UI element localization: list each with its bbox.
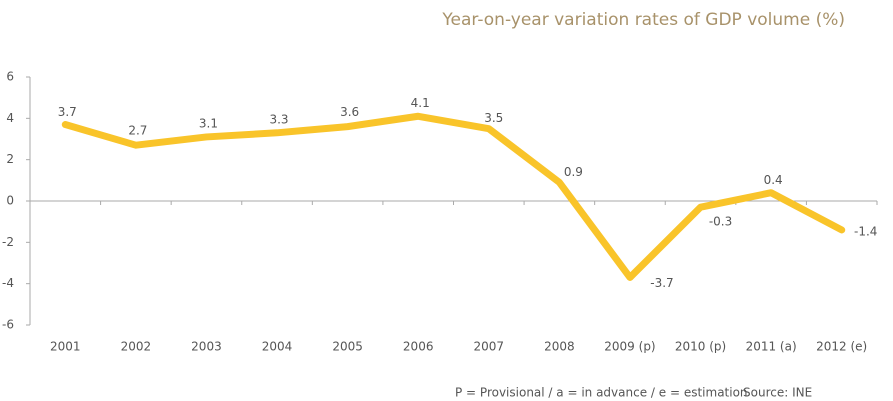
data-label: 2.7: [128, 124, 147, 138]
x-tick-label: 2002: [121, 340, 152, 354]
y-tick-label: -4: [2, 276, 14, 290]
data-label: 3.1: [199, 116, 218, 130]
y-tick-label: 4: [6, 111, 14, 125]
data-label: 4.1: [411, 96, 430, 110]
data-label: 3.7: [58, 105, 77, 119]
data-label: 3.6: [340, 105, 359, 119]
data-label: 3.5: [484, 111, 503, 125]
x-tick-label: 2012 (e): [816, 340, 867, 354]
y-tick-label: -6: [2, 318, 14, 332]
data-label: -0.3: [709, 215, 732, 229]
data-label: -3.7: [650, 276, 673, 290]
y-tick-label: 2: [6, 152, 14, 166]
source: Source: INE: [743, 386, 812, 400]
x-tick-label: 2003: [191, 340, 222, 354]
data-label: -1.4: [854, 224, 877, 238]
x-tick-label: 2008: [544, 340, 575, 354]
y-tick-label: -2: [2, 235, 14, 249]
data-label: 3.3: [269, 112, 288, 126]
y-tick-label: 0: [6, 194, 14, 208]
data-label: 0.4: [764, 173, 783, 187]
x-tick-label: 2009 (p): [604, 340, 655, 354]
x-tick-label: 2005: [332, 340, 363, 354]
x-tick-label: 2004: [262, 340, 293, 354]
x-tick-label: 2006: [403, 340, 434, 354]
chart-title: Year-on-year variation rates of GDP volu…: [441, 10, 845, 30]
y-tick-label: 6: [6, 70, 14, 84]
x-tick-label: 2007: [474, 340, 505, 354]
data-label: 0.9: [564, 165, 583, 179]
footnote: P = Provisional / a = in advance / e = e…: [455, 386, 748, 400]
x-tick-label: 2010 (p): [675, 340, 726, 354]
data-line: [61, 112, 846, 281]
x-tick-label: 2011 (a): [746, 340, 797, 354]
x-tick-label: 2001: [50, 340, 81, 354]
